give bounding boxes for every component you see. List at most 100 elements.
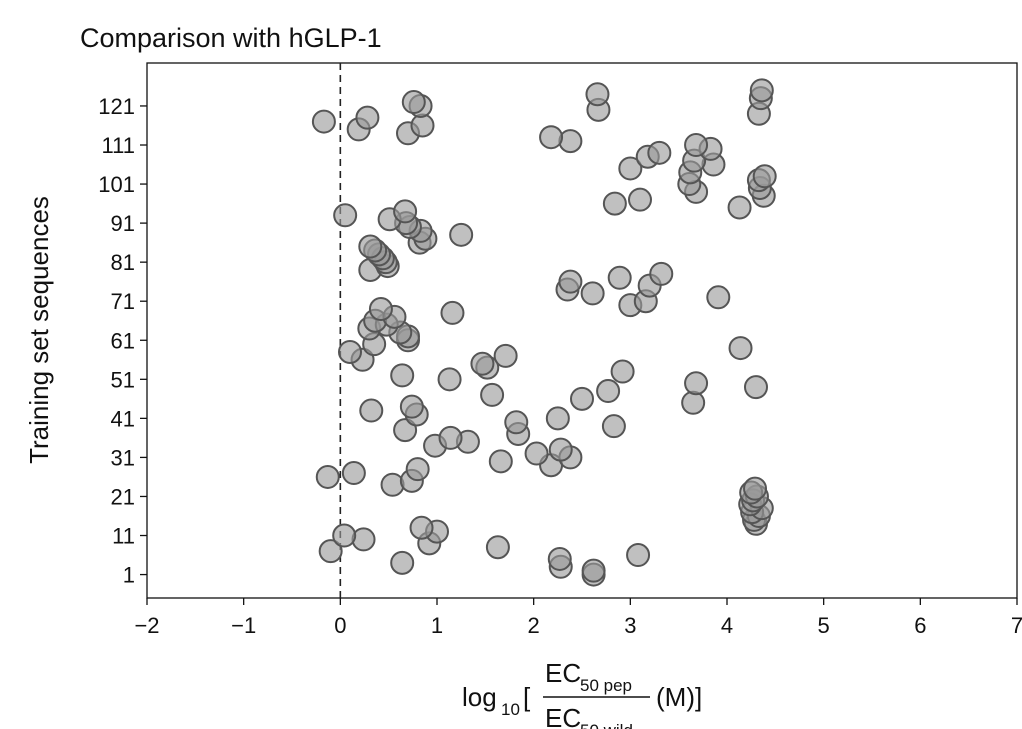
scatter-point bbox=[558, 269, 583, 294]
scatter-point bbox=[504, 410, 529, 435]
scatter-point bbox=[580, 281, 605, 306]
scatter-point bbox=[355, 105, 380, 130]
y-tick-label: 121 bbox=[98, 94, 135, 119]
scatter-point bbox=[390, 363, 415, 388]
scatter-point bbox=[558, 129, 583, 154]
x-tick-label: 7 bbox=[1011, 613, 1022, 638]
scatter-point bbox=[684, 371, 709, 396]
scatter-point bbox=[524, 441, 549, 466]
scatter-point bbox=[399, 394, 424, 419]
scatter-point bbox=[390, 550, 415, 575]
scatter-point bbox=[409, 515, 434, 540]
y-tick-label: 91 bbox=[111, 211, 135, 236]
scatter-point bbox=[727, 195, 752, 220]
y-tick-label: 1 bbox=[123, 563, 135, 588]
scatter-point bbox=[607, 265, 632, 290]
scatter-point bbox=[332, 523, 357, 548]
y-axis-label: Training set sequences bbox=[24, 196, 54, 464]
x-tick-label: 6 bbox=[914, 613, 926, 638]
x-axis-ticks: −2 −1 0 1 2 3 4 5 6 7 bbox=[134, 598, 1022, 638]
scatter-point bbox=[368, 297, 393, 322]
scatter-point bbox=[493, 343, 518, 368]
scatter-point bbox=[743, 476, 768, 501]
x-axis-label-open-bracket: [ bbox=[523, 682, 531, 712]
x-axis-label-prefix: log bbox=[462, 682, 497, 712]
x-tick-label: 4 bbox=[721, 613, 733, 638]
scatter-point bbox=[488, 449, 513, 474]
x-tick-label: 2 bbox=[528, 613, 540, 638]
scatter-point bbox=[548, 437, 573, 462]
scatter-point bbox=[480, 382, 505, 407]
scatter-point bbox=[485, 535, 510, 560]
x-tick-label: −1 bbox=[231, 613, 256, 638]
y-tick-label: 41 bbox=[111, 406, 135, 431]
scatter-point bbox=[333, 203, 358, 228]
scatter-point bbox=[681, 390, 706, 415]
scatter-point bbox=[315, 464, 340, 489]
scatter-point bbox=[647, 140, 672, 165]
scatter-point bbox=[405, 457, 430, 482]
x-axis-label-denominator: EC bbox=[545, 703, 581, 729]
scatter-point bbox=[401, 90, 426, 115]
y-tick-label: 11 bbox=[112, 524, 135, 549]
scatter-point bbox=[744, 375, 768, 400]
scatter-point bbox=[539, 125, 564, 150]
data-points bbox=[311, 78, 777, 587]
scatter-point bbox=[749, 78, 774, 103]
scatter-point bbox=[649, 261, 674, 286]
scatter-point bbox=[449, 222, 474, 247]
y-tick-label: 81 bbox=[111, 250, 135, 275]
scatter-point bbox=[610, 359, 635, 384]
x-axis-label-numerator-sub: 50 pep bbox=[580, 676, 632, 695]
scatter-point bbox=[585, 82, 610, 107]
scatter-point bbox=[626, 543, 651, 568]
scatter-point bbox=[618, 156, 643, 181]
scatter-point bbox=[547, 546, 572, 571]
plot-area bbox=[146, 62, 1018, 599]
x-axis-label-unit: (M)] bbox=[656, 682, 702, 712]
scatter-point bbox=[437, 367, 462, 392]
y-tick-label: 71 bbox=[111, 289, 135, 314]
scatter-point bbox=[440, 300, 465, 325]
scatter-point bbox=[380, 472, 405, 497]
scatter-point bbox=[338, 339, 362, 364]
y-tick-label: 111 bbox=[102, 133, 135, 158]
scatter-point bbox=[470, 351, 495, 376]
x-tick-label: 5 bbox=[818, 613, 830, 638]
x-tick-label: 0 bbox=[334, 613, 346, 638]
chart-title: Comparison with hGLP-1 bbox=[80, 23, 382, 53]
y-tick-label: 101 bbox=[98, 172, 135, 197]
x-axis-label-denominator-sub: 50 wild bbox=[580, 721, 633, 729]
scatter-point bbox=[341, 461, 366, 486]
y-tick-label: 51 bbox=[111, 367, 135, 392]
x-tick-label: −2 bbox=[134, 613, 159, 638]
scatter-point bbox=[581, 558, 606, 583]
scatter-point bbox=[311, 109, 336, 134]
scatter-point bbox=[438, 425, 463, 450]
scatter-point bbox=[728, 336, 753, 361]
y-tick-label: 61 bbox=[111, 328, 135, 353]
y-tick-label: 31 bbox=[111, 445, 135, 470]
scatter-point bbox=[545, 406, 570, 431]
scatter-point bbox=[359, 398, 384, 423]
scatter-point bbox=[570, 386, 594, 411]
scatter-point bbox=[351, 527, 376, 552]
x-tick-label: 3 bbox=[624, 613, 636, 638]
y-tick-label: 21 bbox=[111, 484, 135, 509]
scatter-point bbox=[684, 133, 709, 158]
scatter-point bbox=[318, 539, 343, 564]
scatter-point bbox=[393, 199, 418, 224]
x-axis-label-prefix-sub: 10 bbox=[501, 700, 520, 719]
scatter-point bbox=[628, 187, 652, 212]
x-tick-label: 1 bbox=[431, 613, 443, 638]
scatter-point bbox=[596, 379, 621, 404]
x-axis-label: log 10 [ EC 50 pep EC 50 wild (M)] bbox=[462, 658, 702, 729]
scatter-point bbox=[752, 164, 777, 189]
scatter-point bbox=[706, 285, 731, 310]
scatter-point bbox=[358, 234, 383, 259]
scatter-point bbox=[602, 191, 627, 216]
x-axis-label-numerator: EC bbox=[545, 658, 581, 688]
scatter-point bbox=[601, 414, 626, 439]
